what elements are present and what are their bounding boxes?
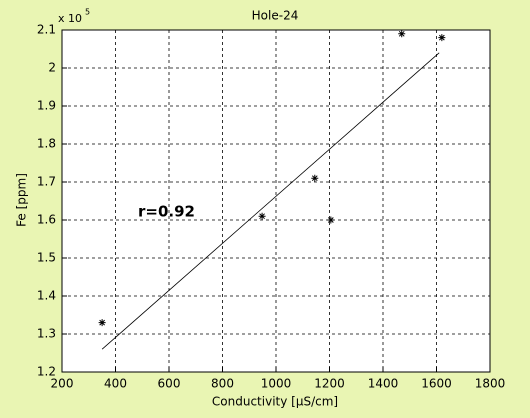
point [311, 174, 319, 182]
y-tick-label: 1.7 [37, 175, 56, 189]
x-axis-label: Conductivity [µS/cm] [212, 395, 338, 409]
annotation: r=0.92 [138, 203, 195, 221]
x-tick-label: 1800 [475, 377, 506, 391]
y-tick-label: 1.4 [37, 289, 56, 303]
x-tick-label: 600 [158, 377, 181, 391]
y-tick-label: 1.2 [37, 365, 56, 379]
y-tick-label: 1.8 [37, 137, 56, 151]
point [438, 34, 446, 42]
y-tick-label: 1.6 [37, 213, 56, 227]
y-multiplier: x 10 [58, 12, 82, 25]
point [398, 30, 406, 38]
x-tick-label: 1200 [314, 377, 345, 391]
y-tick-label: 1.9 [37, 99, 56, 113]
x-tick-label: 1000 [261, 377, 292, 391]
x-tick-label: 1600 [421, 377, 452, 391]
chart-title: Hole-24 [252, 9, 299, 23]
point [327, 216, 335, 224]
y-tick-label: 2.1 [37, 23, 56, 37]
x-tick-label: 1400 [368, 377, 399, 391]
y-multiplier-exponent: 5 [85, 8, 90, 17]
x-tick-label: 800 [211, 377, 234, 391]
point [98, 319, 106, 327]
y-axis-label: Fe [ppm] [15, 173, 29, 227]
y-tick-label: 1.5 [37, 251, 56, 265]
y-tick-label: 2 [48, 61, 56, 75]
y-tick-label: 1.3 [37, 327, 56, 341]
point [258, 212, 266, 220]
fit-line [101, 52, 440, 350]
x-tick-label: 200 [51, 377, 74, 391]
x-tick-label: 400 [104, 377, 127, 391]
axes-box [61, 29, 491, 373]
